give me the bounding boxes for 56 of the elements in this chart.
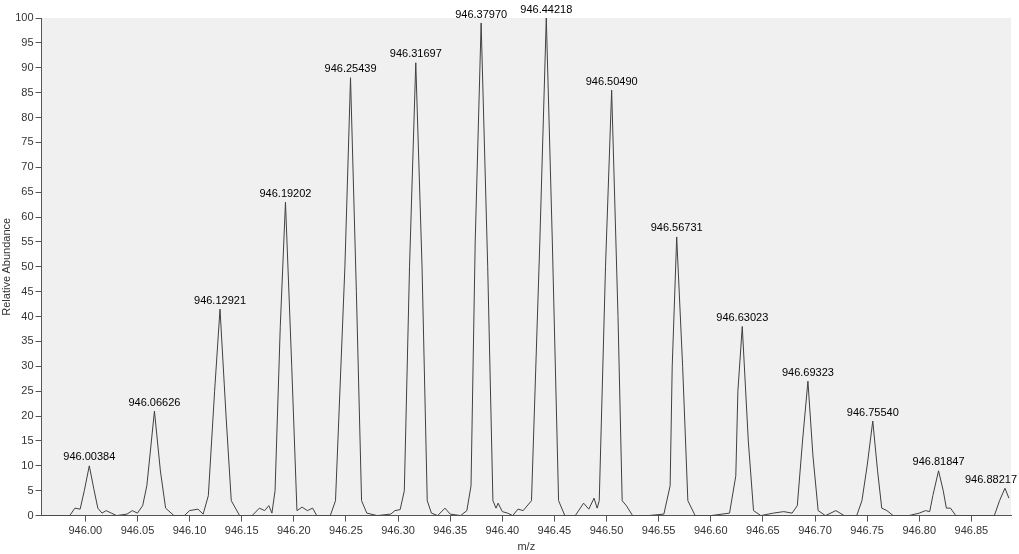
y-tick-label: 65: [21, 185, 34, 198]
x-tick-label: 946.60: [693, 524, 728, 537]
annotation: 946.31697: [389, 47, 442, 60]
annotation: 946.50490: [585, 74, 638, 87]
annotation: 946.56731: [650, 221, 703, 234]
annotation: 946.37970: [455, 7, 508, 20]
x-tick-label: 946.35: [433, 524, 468, 537]
y-tick-label: 25: [21, 384, 34, 397]
x-axis-title: m/z: [517, 540, 536, 553]
x-tick-label: 946.40: [485, 524, 520, 537]
y-tick-label: 30: [21, 359, 34, 372]
annotation: 946.63023: [716, 311, 769, 324]
y-tick-label: 5: [27, 483, 34, 496]
y-tick-label: 60: [21, 210, 34, 223]
x-tick-label: 946.10: [172, 524, 207, 537]
x-tick-label: 946.50: [589, 524, 624, 537]
annotation: 946.25439: [324, 62, 377, 75]
y-tick-label: 85: [21, 85, 34, 98]
y-tick-label: 45: [21, 284, 34, 297]
annotation: 946.12921: [194, 293, 247, 306]
y-tick-label: 80: [21, 110, 34, 123]
annotation: 946.81847: [912, 455, 965, 468]
annotation: 946.06626: [128, 395, 181, 408]
y-tick-label: 0: [27, 508, 34, 521]
x-tick-label: 946.70: [798, 524, 832, 537]
y-tick-label: 95: [21, 35, 34, 48]
annotation: 946.19202: [259, 186, 312, 199]
x-tick-label: 946.25: [329, 524, 363, 537]
x-tick-label: 946.65: [746, 524, 780, 537]
y-tick-label: 10: [21, 458, 34, 471]
y-tick-label: 55: [21, 234, 34, 247]
annotation: 946.00384: [63, 450, 116, 463]
y-tick-label: 50: [21, 259, 34, 272]
x-tick-label: 946.80: [902, 524, 937, 537]
x-tick-label: 946.30: [381, 524, 415, 537]
x-tick-label: 946.55: [641, 524, 676, 537]
y-tick-label: 40: [21, 309, 34, 322]
x-tick-label: 946.15: [224, 524, 259, 537]
x-tick-label: 946.75: [850, 524, 884, 537]
y-tick-label: 35: [21, 334, 34, 347]
x-tick-label: 946.05: [120, 524, 155, 537]
x-tick-label: 946.00: [68, 524, 103, 537]
x-tick-label: 946.20: [276, 524, 311, 537]
annotation: 946.44218: [520, 2, 573, 15]
annotation: 946.69323: [781, 365, 834, 378]
y-tick-label: 90: [21, 60, 34, 73]
annotation: 946.88217: [965, 472, 1017, 485]
x-tick-label: 946.45: [537, 524, 572, 537]
y-tick-label: 15: [21, 433, 34, 446]
y-tick-label: 75: [21, 135, 34, 148]
y-tick-label: 70: [21, 160, 34, 173]
y-tick-label: 20: [21, 409, 34, 422]
x-tick-label: 946.85: [954, 524, 989, 537]
y-axis-title: Relative Abundance: [0, 217, 12, 316]
annotation: 946.75540: [846, 405, 899, 418]
y-tick-label: 100: [15, 11, 34, 24]
